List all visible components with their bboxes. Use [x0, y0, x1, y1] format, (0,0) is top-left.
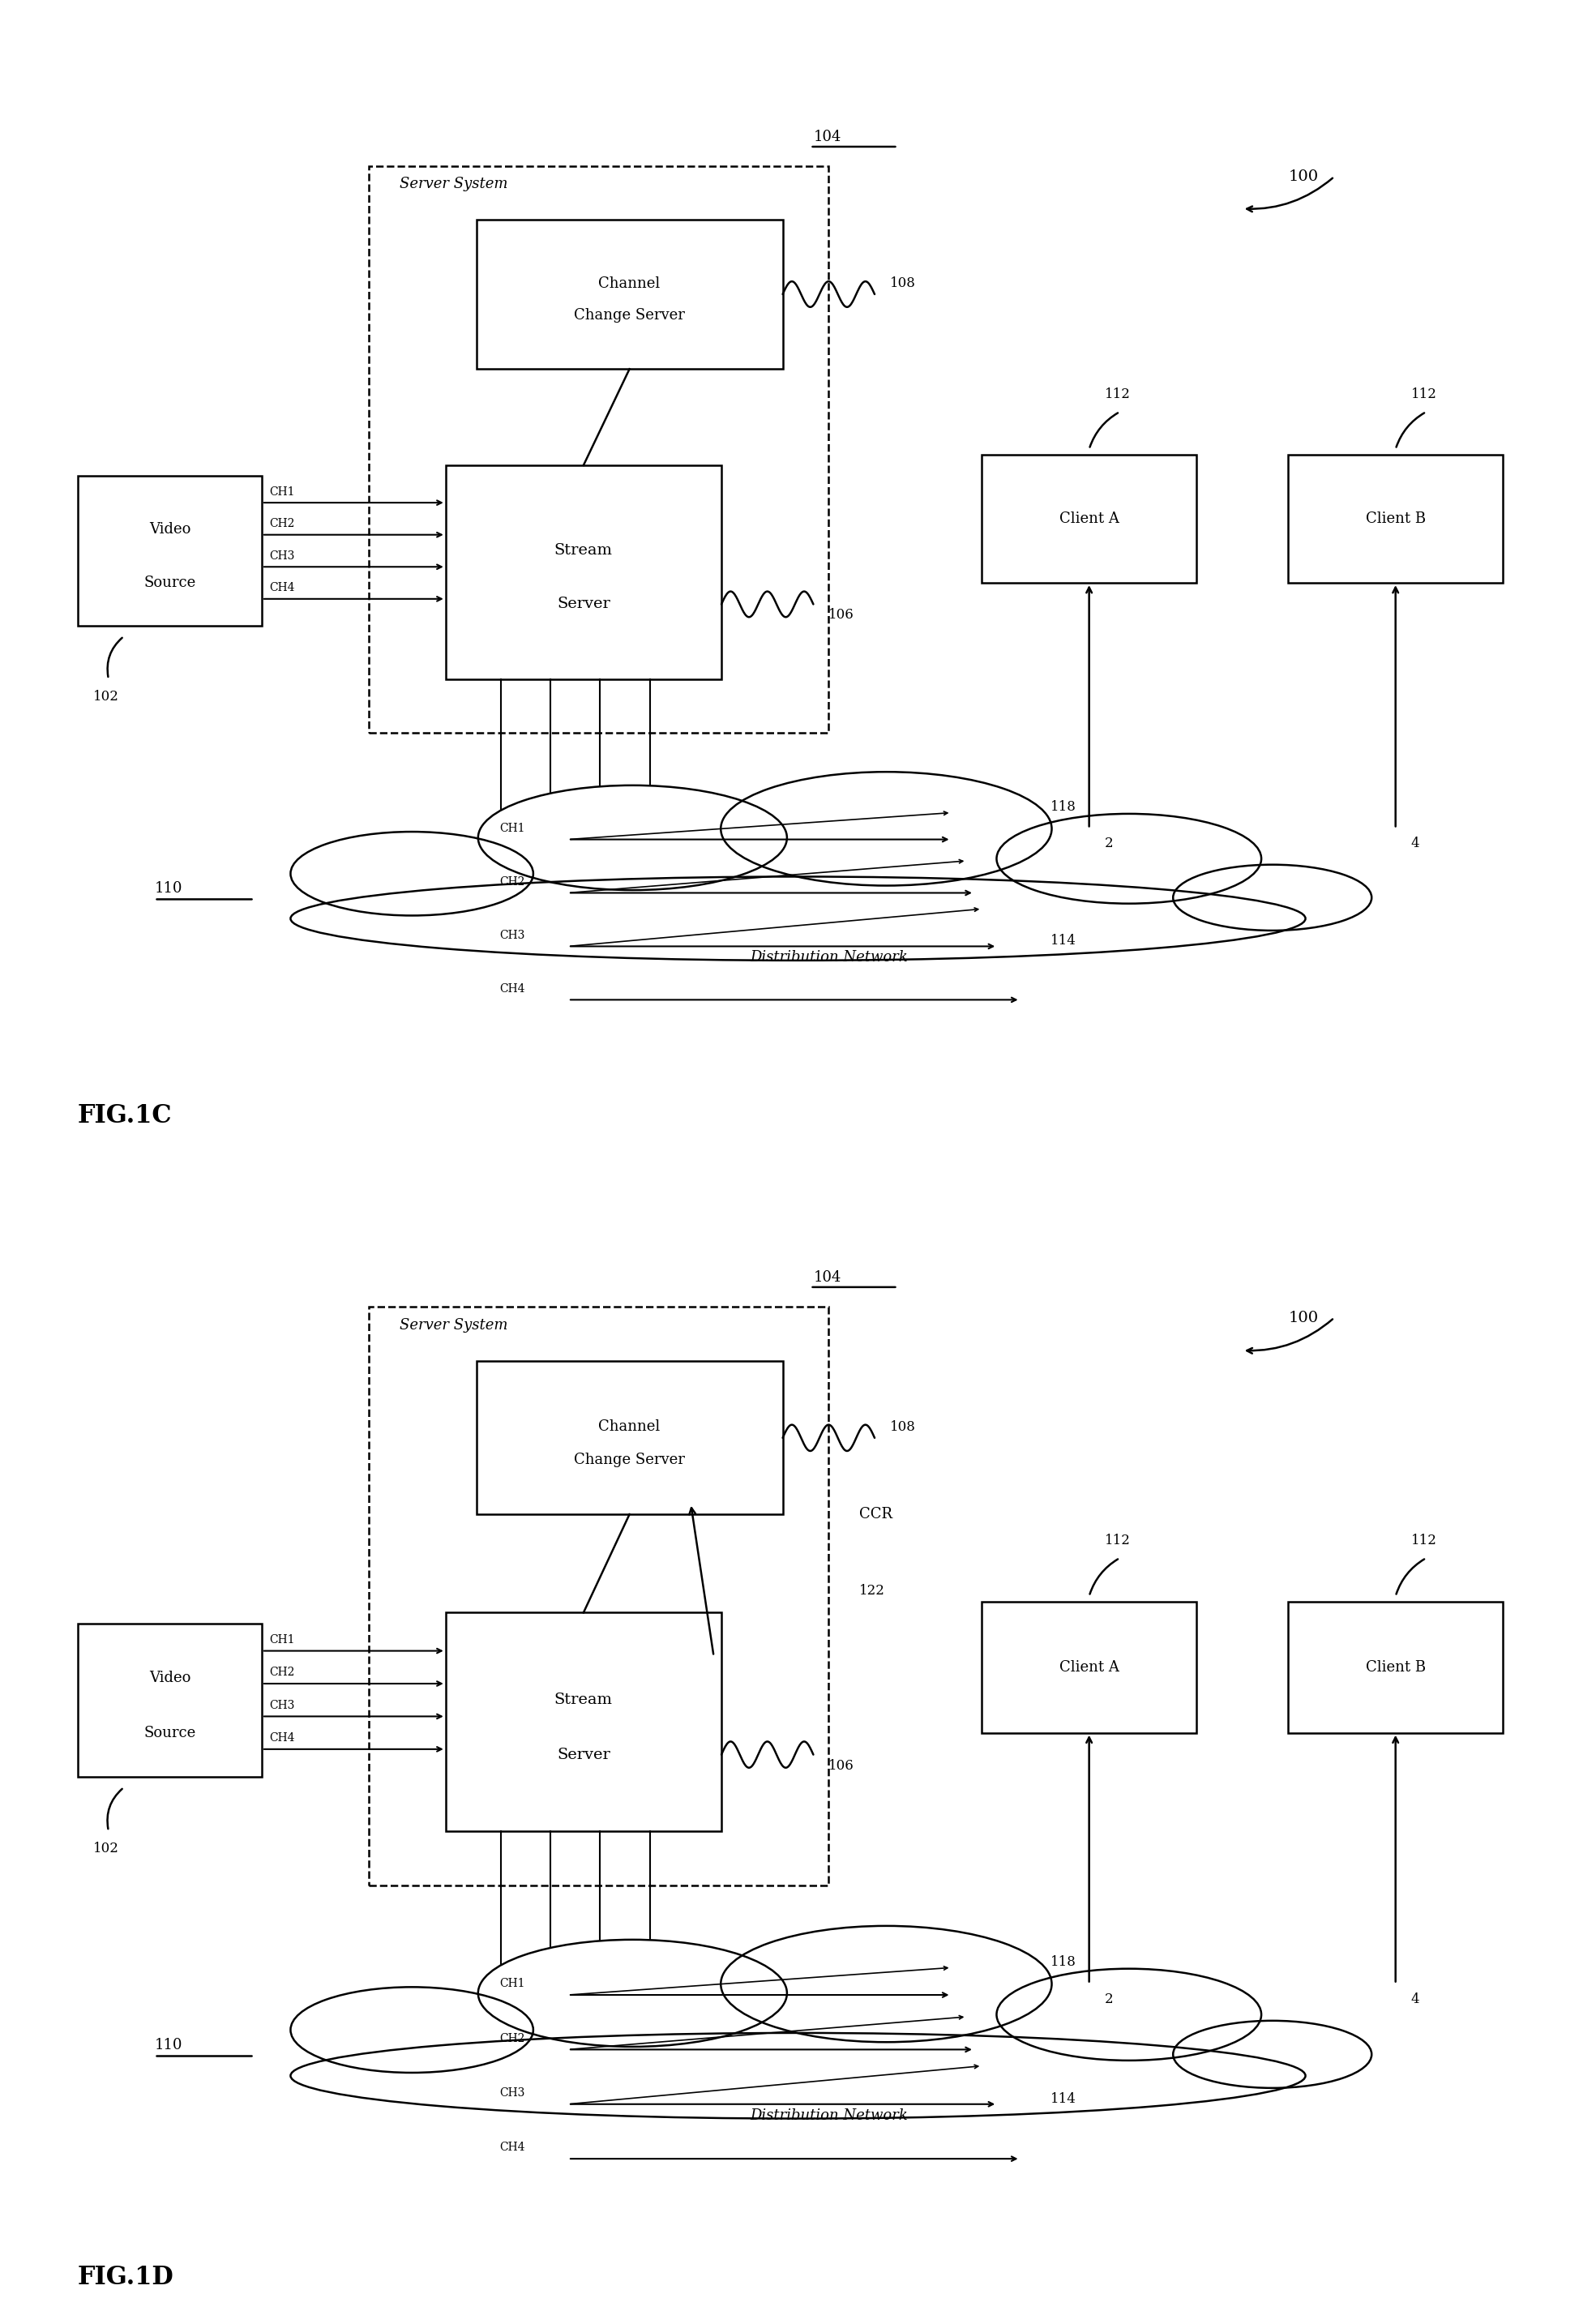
Text: CCR: CCR — [859, 1506, 892, 1522]
FancyBboxPatch shape — [982, 1601, 1197, 1734]
FancyBboxPatch shape — [369, 1306, 828, 1885]
Text: Channel: Channel — [598, 277, 661, 290]
Text: 112: 112 — [1104, 388, 1130, 402]
Text: CH1: CH1 — [270, 486, 295, 497]
Text: Server System: Server System — [399, 1318, 508, 1332]
Text: CH3: CH3 — [270, 551, 295, 562]
Text: 2: 2 — [1104, 1992, 1112, 2006]
FancyBboxPatch shape — [1288, 456, 1503, 583]
Text: 118: 118 — [1050, 799, 1077, 813]
FancyBboxPatch shape — [78, 476, 262, 625]
Ellipse shape — [996, 813, 1261, 904]
Text: Server: Server — [557, 597, 610, 611]
Text: 102: 102 — [93, 690, 120, 704]
Text: 104: 104 — [814, 1271, 841, 1285]
Ellipse shape — [290, 2034, 1306, 2119]
Text: CH2: CH2 — [500, 876, 525, 888]
Text: Source: Source — [144, 1724, 196, 1741]
Text: CH3: CH3 — [500, 2087, 525, 2099]
Text: 112: 112 — [1411, 1534, 1436, 1548]
FancyBboxPatch shape — [476, 218, 782, 370]
Text: Client A: Client A — [1060, 511, 1119, 525]
Text: Channel: Channel — [598, 1420, 661, 1434]
Text: Video: Video — [148, 1671, 190, 1685]
Ellipse shape — [1173, 865, 1371, 930]
Text: Client A: Client A — [1060, 1659, 1119, 1676]
FancyBboxPatch shape — [476, 1362, 782, 1515]
Text: 112: 112 — [1411, 388, 1436, 402]
Ellipse shape — [479, 786, 787, 890]
Text: Change Server: Change Server — [575, 1452, 685, 1466]
Ellipse shape — [996, 1968, 1261, 2061]
Text: Stream: Stream — [554, 1692, 613, 1708]
Text: Client B: Client B — [1366, 511, 1425, 525]
Text: 118: 118 — [1050, 1954, 1077, 1968]
Text: CH1: CH1 — [500, 1978, 525, 1989]
Text: Distribution Network: Distribution Network — [750, 2108, 908, 2122]
Text: 100: 100 — [1288, 1311, 1318, 1325]
Ellipse shape — [1173, 2020, 1371, 2087]
FancyBboxPatch shape — [445, 465, 721, 679]
Text: CH4: CH4 — [500, 983, 525, 995]
FancyBboxPatch shape — [982, 456, 1197, 583]
Ellipse shape — [479, 1941, 787, 2047]
FancyBboxPatch shape — [1288, 1601, 1503, 1734]
Text: 102: 102 — [93, 1843, 120, 1857]
Text: CH4: CH4 — [270, 583, 295, 593]
Text: Distribution Network: Distribution Network — [750, 951, 908, 964]
FancyBboxPatch shape — [445, 1613, 721, 1831]
Text: Source: Source — [144, 576, 196, 590]
Text: 108: 108 — [891, 1420, 916, 1434]
Text: CH2: CH2 — [270, 518, 295, 530]
Ellipse shape — [290, 1987, 533, 2073]
Text: 114: 114 — [1050, 934, 1077, 948]
Text: Client B: Client B — [1366, 1659, 1425, 1676]
Text: Change Server: Change Server — [575, 309, 685, 323]
FancyBboxPatch shape — [369, 165, 828, 732]
Text: 104: 104 — [814, 130, 841, 144]
Text: CH1: CH1 — [500, 823, 525, 834]
Ellipse shape — [721, 772, 1052, 885]
Text: 4: 4 — [1411, 1992, 1419, 2006]
Text: Video: Video — [148, 523, 190, 537]
Text: CH4: CH4 — [270, 1731, 295, 1743]
Text: 106: 106 — [828, 609, 854, 623]
Text: CH2: CH2 — [500, 2034, 525, 2045]
Text: FIG.1C: FIG.1C — [78, 1104, 172, 1127]
Text: 110: 110 — [155, 2038, 182, 2052]
FancyBboxPatch shape — [78, 1624, 262, 1776]
Ellipse shape — [290, 832, 533, 916]
Text: 4: 4 — [1411, 837, 1419, 851]
Ellipse shape — [721, 1927, 1052, 2043]
Text: 114: 114 — [1050, 2092, 1077, 2106]
Text: CH3: CH3 — [500, 930, 525, 941]
Ellipse shape — [290, 876, 1306, 960]
Text: CH2: CH2 — [270, 1666, 295, 1678]
Text: 122: 122 — [859, 1585, 886, 1597]
Text: CH3: CH3 — [270, 1699, 295, 1710]
Text: 108: 108 — [891, 277, 916, 290]
Text: 110: 110 — [155, 881, 182, 895]
Text: CH4: CH4 — [500, 2143, 525, 2154]
Text: 106: 106 — [828, 1759, 854, 1773]
Text: Stream: Stream — [554, 544, 613, 558]
Text: Server: Server — [557, 1748, 610, 1762]
Text: CH1: CH1 — [270, 1634, 295, 1645]
Text: 2: 2 — [1104, 837, 1112, 851]
Text: Server System: Server System — [399, 177, 508, 191]
Text: FIG.1D: FIG.1D — [78, 2264, 174, 2289]
Text: 112: 112 — [1104, 1534, 1130, 1548]
Text: 100: 100 — [1288, 170, 1318, 184]
